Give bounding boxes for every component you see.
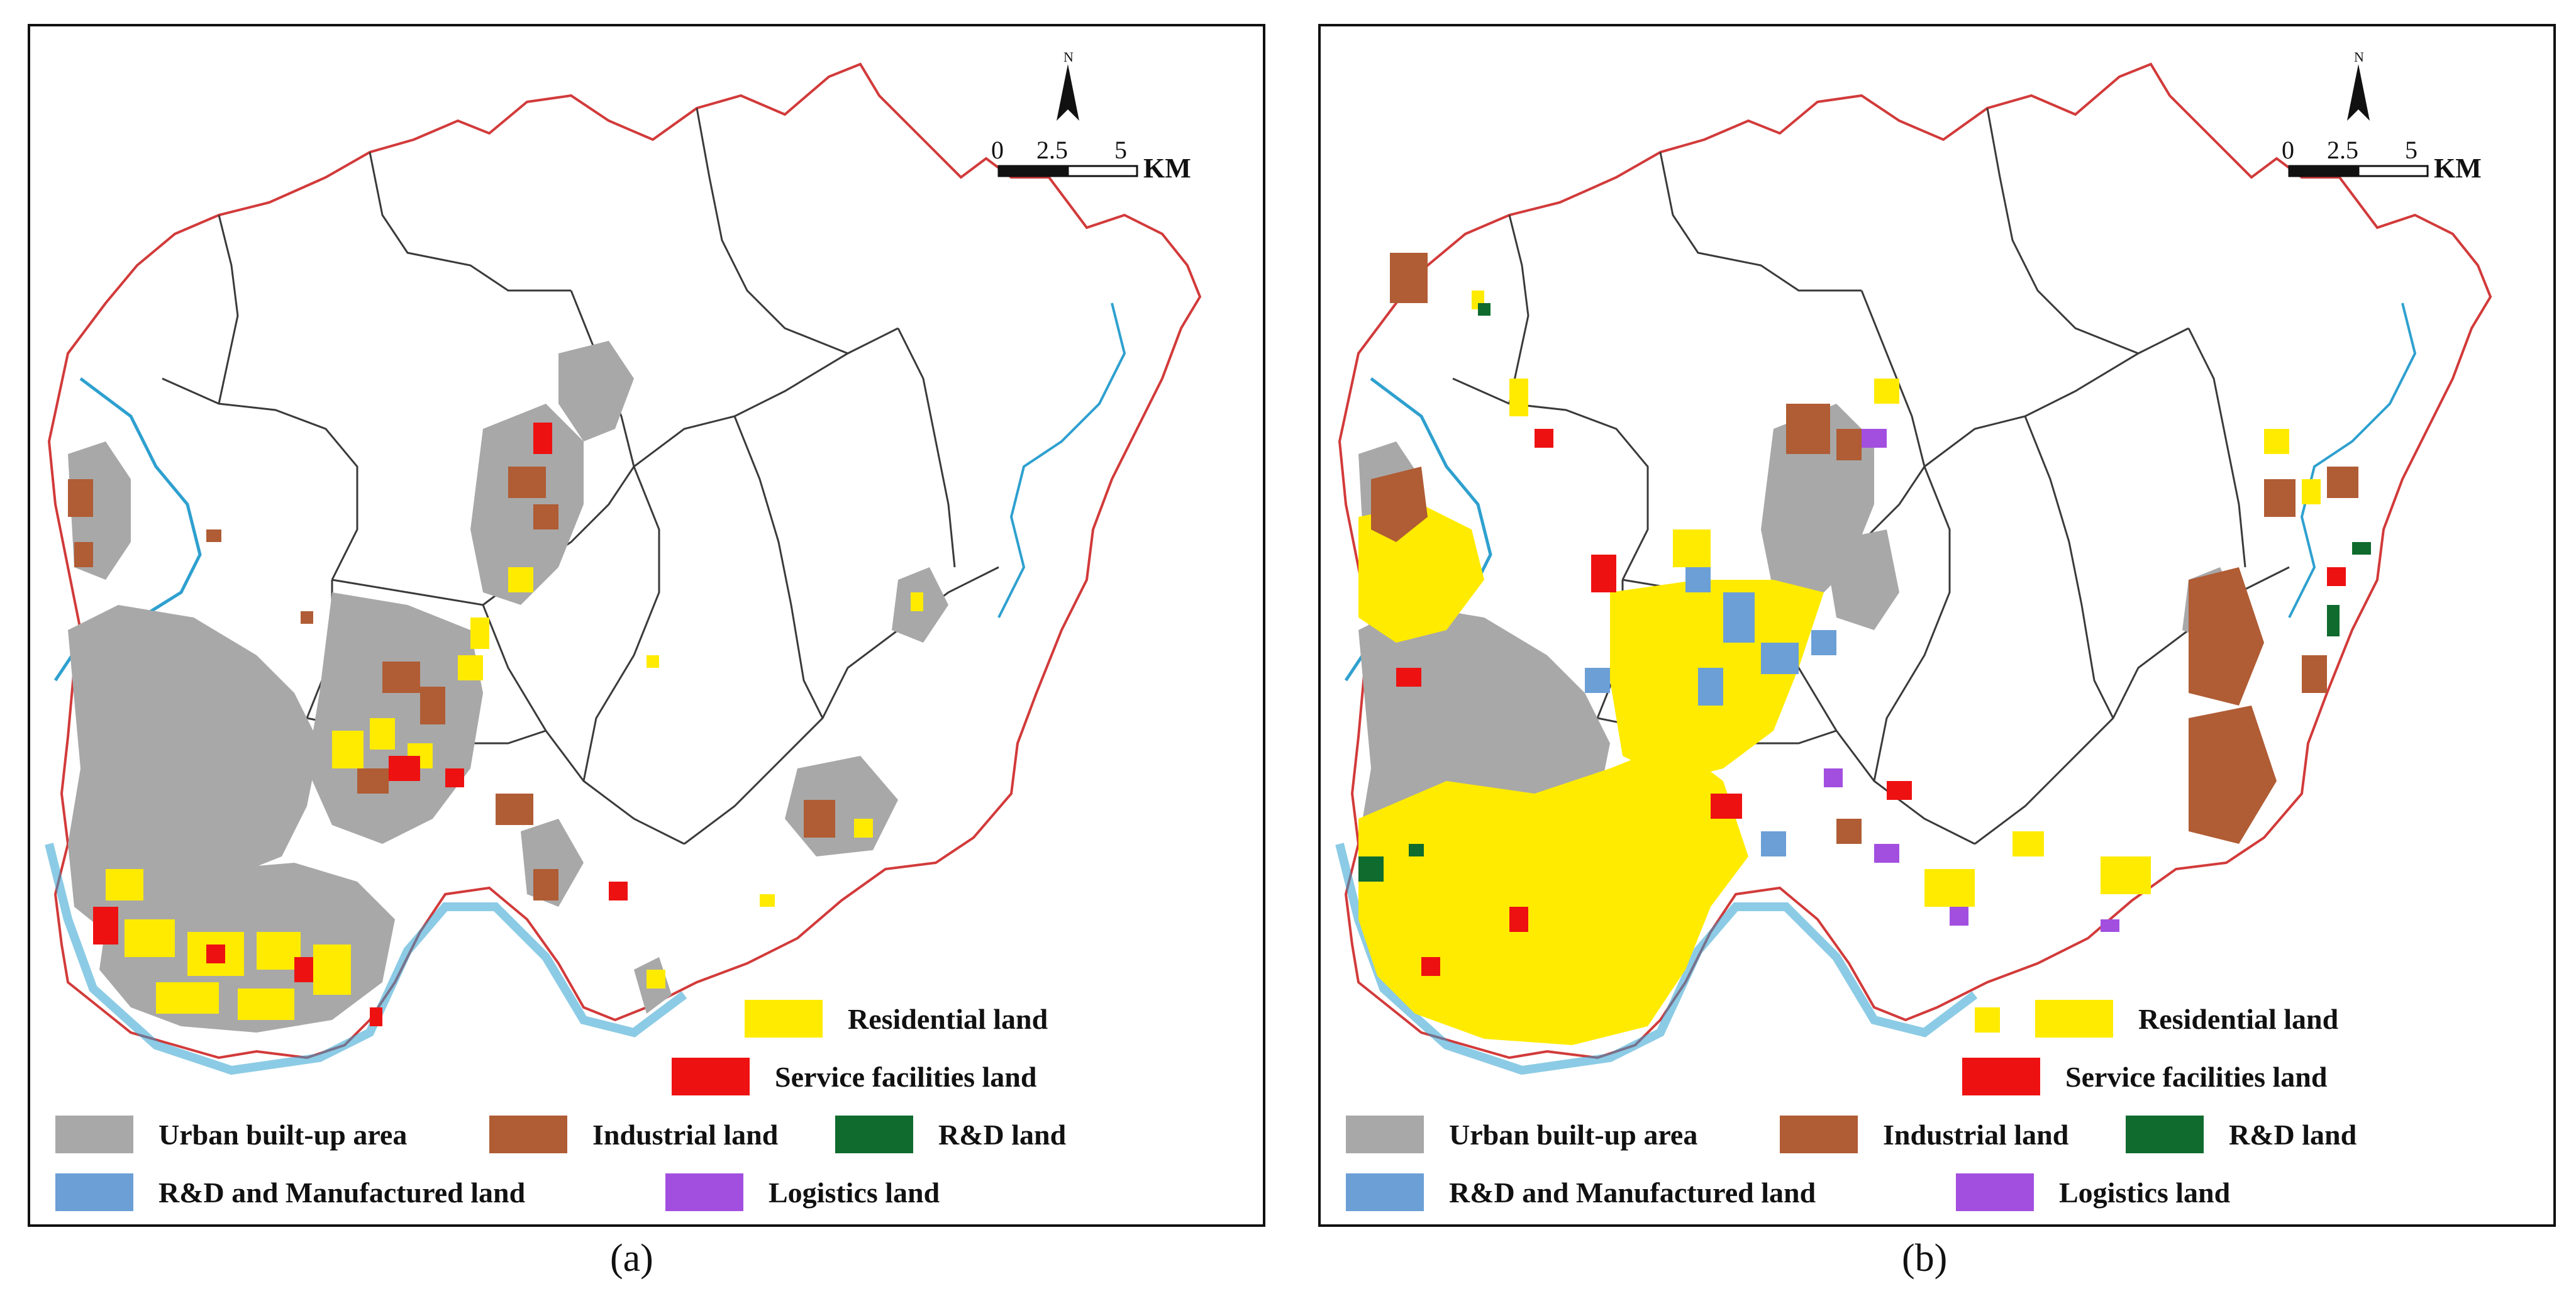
legend-swatch	[55, 1173, 133, 1211]
legend-item-urban: Urban built-up area	[55, 1116, 407, 1153]
legend-label: Service facilities land	[2065, 1060, 2328, 1093]
scale-unit: KM	[2434, 153, 2482, 184]
legend-label: R&D land	[2229, 1118, 2357, 1151]
legend-item-rnd-manufactured: R&D and Manufactured land	[55, 1173, 525, 1211]
legend-label: Logistics land	[2059, 1176, 2231, 1209]
legend-item-rnd: R&D land	[835, 1116, 1066, 1153]
north-arrow: N	[1057, 49, 1079, 121]
legend-item-service: Service facilities land	[672, 1058, 1036, 1095]
legend-swatch	[1962, 1058, 2040, 1095]
service-facilities-patches	[93, 423, 628, 1026]
legend-swatch	[489, 1116, 567, 1153]
legend-item-residential: Residential land	[745, 1000, 1048, 1038]
legend-swatch	[1780, 1116, 1858, 1153]
river-east	[2288, 302, 2417, 618]
legend-swatch	[1956, 1173, 2034, 1211]
legend-label: Industrial land	[1883, 1118, 2069, 1151]
legend-label: Industrial land	[592, 1118, 779, 1151]
service-facilities-patches	[1396, 429, 2346, 976]
industrial-patches	[1371, 253, 2358, 844]
map-b-canvas: N 0 2.5 5 KM	[1335, 49, 2492, 1075]
legend-item-rnd-manufactured: R&D and Manufactured land	[1346, 1173, 1816, 1211]
legend-swatch	[2126, 1116, 2204, 1153]
legend-swatch	[745, 1000, 823, 1038]
river-south	[45, 843, 687, 1075]
legend-label: R&D and Manufactured land	[1449, 1176, 1816, 1209]
legend-label: Logistics land	[769, 1176, 940, 1209]
legend-item-logistics: Logistics land	[665, 1173, 940, 1211]
legend-label: Service facilities land	[775, 1060, 1037, 1093]
caption-b: (b)	[1902, 1237, 1948, 1280]
rnd-manufactured-patches	[1585, 567, 1836, 856]
legend-swatch	[55, 1116, 133, 1153]
scale-tick-mid: 2.5	[1036, 136, 1068, 164]
scale-tick-end: 5	[1114, 136, 1127, 164]
scale-tick-0: 0	[991, 136, 1004, 164]
legend-item-service: Service facilities land	[1962, 1058, 2327, 1095]
legend-item-urban: Urban built-up area	[1346, 1116, 1697, 1153]
legend-item-industrial: Industrial land	[1780, 1116, 2068, 1153]
district-boundaries	[67, 108, 999, 845]
scale-bar: 0 2.5 5 KM	[991, 136, 1191, 184]
legend-label: Urban built-up area	[158, 1118, 408, 1151]
map-panel-b: N 0 2.5 5 KM Residential land Service fa…	[1318, 24, 2556, 1227]
legend-label: Residential land	[848, 1002, 1048, 1035]
legend-swatch	[1346, 1116, 1424, 1153]
map-a-canvas: N 0 2.5 5 KM	[45, 49, 1202, 1075]
north-label: N	[2354, 49, 2364, 65]
legend-item-industrial: Industrial land	[489, 1116, 778, 1153]
scale-tick-0: 0	[2282, 136, 2294, 164]
river-south	[1335, 843, 1978, 1075]
north-arrow: N	[2347, 49, 2370, 121]
industrial-patches	[68, 467, 835, 900]
legend-item-residential: Residential land	[2035, 1000, 2338, 1038]
rnd-patches	[1358, 303, 2371, 882]
river-east	[997, 302, 1126, 618]
legend-item-logistics: Logistics land	[1956, 1173, 2230, 1211]
legend-label: Urban built-up area	[1449, 1118, 1698, 1151]
residential-patches	[106, 567, 923, 1020]
legend-label: Residential land	[2138, 1002, 2339, 1035]
legend-swatch	[835, 1116, 913, 1153]
legend-swatch	[1346, 1173, 1424, 1211]
legend-label: R&D and Manufactured land	[158, 1176, 526, 1209]
legend-label: R&D land	[938, 1118, 1067, 1151]
map-panel-a: N 0 2.5 5 KM Residential land Service fa…	[28, 24, 1265, 1227]
legend-item-rnd: R&D land	[2126, 1116, 2357, 1153]
legend-swatch	[665, 1173, 743, 1211]
scale-unit: KM	[1143, 153, 1191, 184]
caption-a: (a)	[610, 1237, 653, 1280]
legend-swatch	[672, 1058, 750, 1095]
scale-bar: 0 2.5 5 KM	[2282, 136, 2482, 184]
scale-tick-end: 5	[2405, 136, 2418, 164]
legend-swatch	[2035, 1000, 2113, 1038]
north-label: N	[1063, 49, 1074, 65]
logistics-patches	[1824, 429, 2119, 932]
scale-tick-mid: 2.5	[2327, 136, 2358, 164]
